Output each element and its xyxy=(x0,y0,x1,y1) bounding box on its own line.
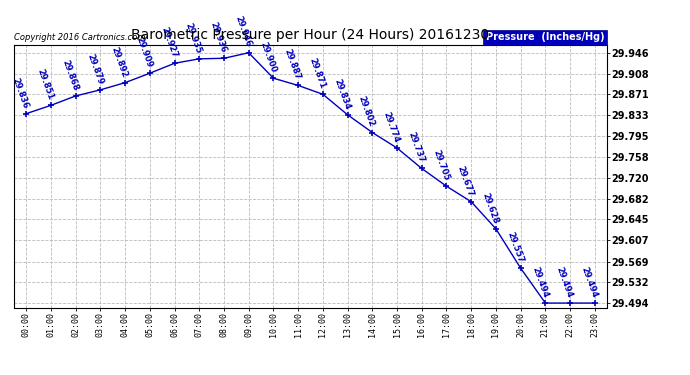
Text: 29.774: 29.774 xyxy=(382,111,401,144)
Text: 29.494: 29.494 xyxy=(555,266,574,299)
Text: 29.802: 29.802 xyxy=(357,95,377,128)
Text: 29.871: 29.871 xyxy=(308,57,327,90)
Text: 29.494: 29.494 xyxy=(580,266,599,299)
Text: 29.628: 29.628 xyxy=(480,191,500,225)
Title: Barometric Pressure per Hour (24 Hours) 20161230: Barometric Pressure per Hour (24 Hours) … xyxy=(131,28,490,42)
Text: Pressure  (Inches/Hg): Pressure (Inches/Hg) xyxy=(486,32,604,42)
Text: 29.705: 29.705 xyxy=(431,148,451,182)
Text: 29.900: 29.900 xyxy=(258,41,277,74)
Text: 29.909: 29.909 xyxy=(135,36,154,69)
Text: 29.834: 29.834 xyxy=(333,77,352,111)
Text: 29.936: 29.936 xyxy=(208,21,228,54)
Text: 29.494: 29.494 xyxy=(530,266,549,299)
Text: 29.557: 29.557 xyxy=(505,231,525,264)
Text: 29.868: 29.868 xyxy=(60,58,80,92)
Text: 29.879: 29.879 xyxy=(85,53,104,86)
Text: 29.935: 29.935 xyxy=(184,21,204,55)
Text: 29.892: 29.892 xyxy=(110,45,129,78)
Text: 29.927: 29.927 xyxy=(159,26,179,59)
Text: 29.946: 29.946 xyxy=(233,15,253,49)
Text: 29.836: 29.836 xyxy=(11,76,30,109)
Text: 29.677: 29.677 xyxy=(456,164,475,198)
Text: 29.887: 29.887 xyxy=(283,48,302,81)
Text: Copyright 2016 Cartronics.com: Copyright 2016 Cartronics.com xyxy=(14,33,145,42)
Text: 29.737: 29.737 xyxy=(406,131,426,164)
Text: 29.851: 29.851 xyxy=(35,68,55,101)
